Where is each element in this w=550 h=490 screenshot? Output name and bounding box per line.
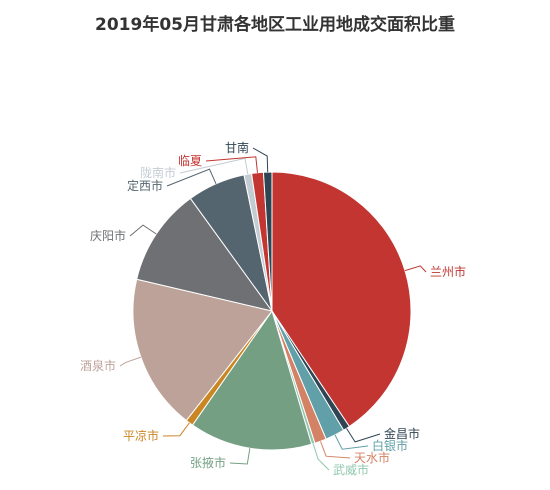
slice-label: 张掖市 [190, 455, 226, 470]
label-leader-line [166, 168, 217, 187]
label-leader-line [205, 156, 258, 173]
slice-label: 金昌市 [384, 426, 420, 441]
label-leader-line [162, 422, 190, 437]
label-leader-line [129, 224, 157, 237]
label-leader-line [229, 448, 251, 465]
pie-slice[interactable] [132, 278, 273, 422]
slice-label: 武威市 [333, 462, 369, 477]
slice-label: 庆阳市 [90, 228, 126, 243]
label-leader-line [404, 265, 427, 273]
slice-label: 甘南 [225, 140, 249, 155]
slice-label: 酒泉市 [80, 358, 116, 373]
label-leader-line [346, 428, 381, 443]
label-leader-line [179, 157, 249, 175]
chart-title: 2019年05月甘肃各地区工业用地成交面积比重 [95, 15, 455, 35]
label-leader-line [119, 356, 142, 367]
slice-label: 陇南市 [140, 165, 176, 180]
label-leader-line [334, 434, 369, 450]
slice-label: 定西市 [127, 178, 163, 193]
pie-slice[interactable] [191, 309, 313, 451]
slice-label: 兰州市 [430, 264, 466, 279]
label-leader-line [320, 441, 351, 459]
label-leader-line [312, 443, 330, 471]
label-leader-line [252, 147, 269, 173]
slice-label: 白银市 [372, 438, 408, 453]
pie-slice[interactable] [136, 197, 274, 312]
slice-label: 天水市 [354, 450, 390, 465]
slice-label: 临夏 [178, 154, 202, 168]
slice-label: 平凉市 [123, 428, 159, 443]
